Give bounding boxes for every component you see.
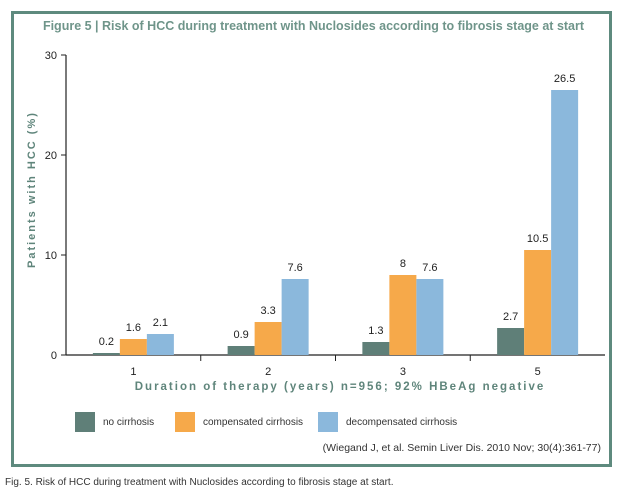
bar (524, 250, 552, 355)
figure-frame (11, 11, 612, 467)
x-tick-label: 5 (535, 366, 541, 378)
figure-title: Figure 5 | Risk of HCC during treatment … (42, 19, 585, 33)
bar (146, 334, 174, 355)
legend-item-compensated: compensated cirrhosis (175, 412, 303, 432)
legend-item-no-cirrhosis: no cirrhosis (75, 412, 154, 432)
data-label: 1.6 (126, 322, 141, 334)
legend-label: no cirrhosis (103, 416, 155, 428)
x-tick-label: 1 (130, 366, 136, 378)
bar (92, 353, 120, 355)
data-label: 0.2 (99, 336, 114, 348)
bar (227, 346, 255, 355)
legend-swatch-decompensated (318, 412, 338, 432)
bar (551, 90, 579, 355)
data-label: 2.1 (153, 317, 168, 329)
data-label: 3.3 (260, 305, 275, 317)
x-tick-label: 2 (265, 366, 271, 378)
bar (119, 339, 147, 355)
bar (497, 328, 525, 355)
legend-label: compensated cirrhosis (203, 416, 304, 428)
data-label: 7.6 (422, 262, 437, 274)
legend-swatch-no-cirrhosis (75, 412, 95, 432)
bar (416, 279, 444, 355)
data-label: 2.7 (503, 311, 518, 323)
data-label: 26.5 (554, 73, 575, 85)
y-tick-label: 30 (45, 50, 57, 62)
citation: (Wiegand J, et al. Semin Liver Dis. 2010… (322, 442, 601, 454)
bar (362, 342, 390, 355)
figure-caption: Fig. 5. Risk of HCC during treatment wit… (5, 477, 394, 488)
bar (281, 279, 309, 355)
legend-label: decompensated cirrhosis (346, 416, 458, 428)
x-axis-label: Duration of therapy (years) n=956; 92% H… (134, 381, 546, 393)
data-label: 7.6 (287, 262, 302, 274)
data-label: 10.5 (527, 233, 548, 245)
y-tick-label: 0 (51, 350, 57, 362)
legend-swatch-compensated (175, 412, 195, 432)
y-tick-label: 20 (45, 150, 57, 162)
data-label: 8 (400, 258, 406, 270)
data-label: 0.9 (233, 329, 248, 341)
bar (254, 322, 282, 355)
y-tick-label: 10 (45, 250, 57, 262)
bar (389, 275, 417, 355)
x-tick-label: 3 (400, 366, 406, 378)
data-label: 1.3 (368, 325, 383, 337)
legend-item-decompensated: decompensated cirrhosis (318, 412, 457, 432)
